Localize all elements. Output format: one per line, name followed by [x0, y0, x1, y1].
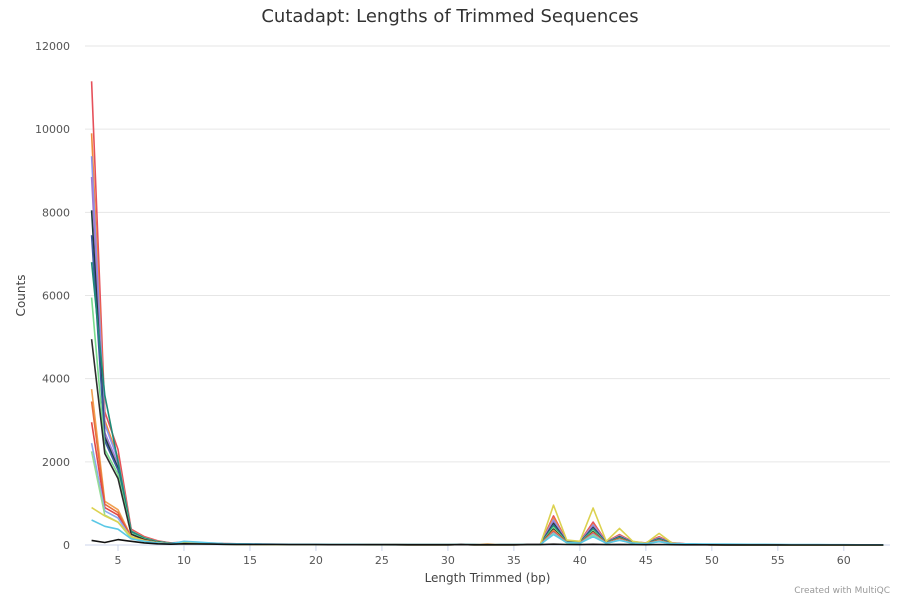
y-tick-label: 12000 [35, 40, 70, 53]
series-line-2[interactable] [90, 133, 884, 546]
series-line-4[interactable] [90, 176, 884, 546]
x-tick-label: 30 [441, 554, 455, 567]
series-line-6[interactable] [90, 235, 884, 546]
y-tick-label: 0 [63, 539, 70, 552]
series-line-9[interactable] [90, 339, 884, 546]
x-tick-label: 35 [507, 554, 521, 567]
y-tick-label: 10000 [35, 123, 70, 136]
series-line-11[interactable] [90, 401, 884, 546]
series-line-15[interactable] [91, 504, 884, 546]
series-line-3[interactable] [90, 156, 884, 546]
y-tick-label: 2000 [42, 456, 70, 469]
series-line-12[interactable] [90, 422, 884, 546]
x-tick-label: 45 [639, 554, 653, 567]
series-line-5[interactable] [90, 210, 884, 546]
x-tick-label: 55 [771, 554, 785, 567]
y-axis-ticks: 0 2000 4000 6000 8000 10000 12000 [35, 40, 70, 552]
series-line-1[interactable] [90, 81, 884, 546]
credit-link[interactable]: Created with MultiQC [794, 586, 890, 596]
series-line-10[interactable] [90, 389, 884, 546]
y-tick-label: 8000 [42, 206, 70, 219]
series-line-17[interactable] [91, 538, 884, 546]
x-tick-label: 60 [837, 554, 851, 567]
y-axis-label: Counts [14, 275, 28, 317]
x-axis-label: Length Trimmed (bp) [425, 571, 551, 585]
y-tick-label: 6000 [42, 290, 70, 303]
x-tick-label: 5 [114, 554, 121, 567]
series-line-8[interactable] [90, 297, 884, 546]
series-line-16[interactable] [91, 519, 884, 546]
x-tick-label: 25 [375, 554, 389, 567]
x-axis-ticks: 5 10 15 20 25 30 35 40 45 50 55 60 [114, 545, 851, 567]
series-line-14[interactable] [90, 451, 884, 546]
series-line-7[interactable] [90, 262, 884, 546]
x-tick-label: 50 [705, 554, 719, 567]
chart-title: Cutadapt: Lengths of Trimmed Sequences [261, 6, 639, 27]
series-line-13[interactable] [90, 442, 884, 546]
x-tick-label: 40 [573, 554, 587, 567]
y-tick-label: 4000 [42, 373, 70, 386]
x-tick-label: 10 [177, 554, 191, 567]
x-tick-label: 20 [309, 554, 323, 567]
gridlines [85, 45, 890, 546]
x-tick-label: 15 [243, 554, 257, 567]
series-lines [90, 81, 884, 546]
